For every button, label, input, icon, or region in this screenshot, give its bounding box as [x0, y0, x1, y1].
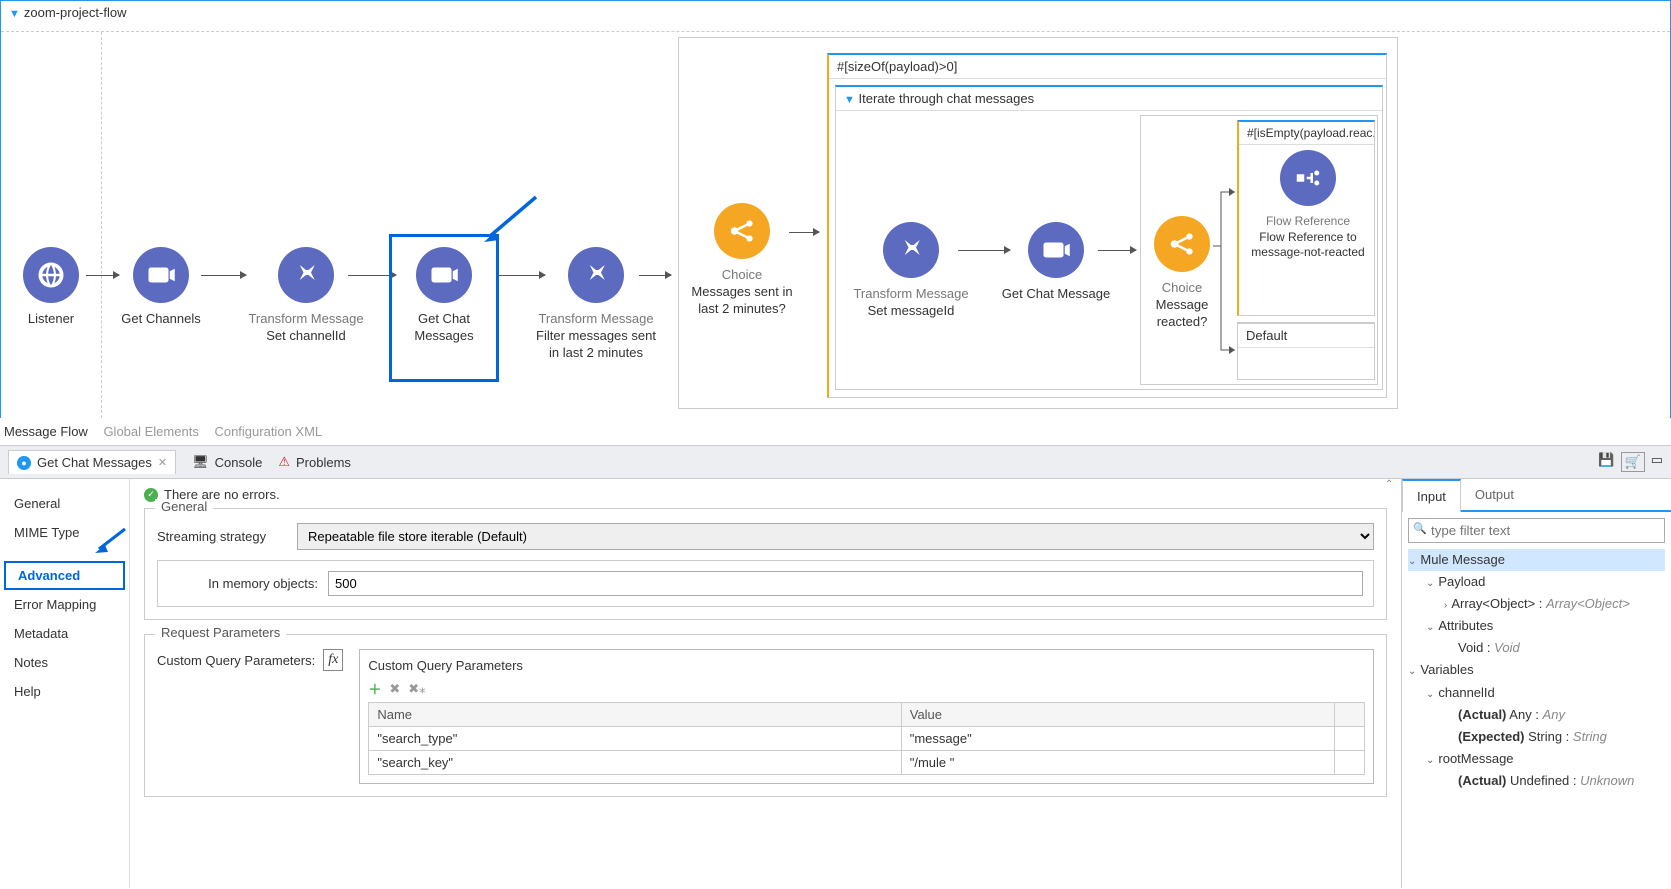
flow-canvas[interactable]: ▼zoom-project-flow Listener Get Channels…: [0, 0, 1671, 418]
add-icon[interactable]: ＋: [368, 679, 381, 698]
tab-global-elements[interactable]: Global Elements: [103, 424, 198, 439]
arrow: [789, 232, 819, 233]
save-icon[interactable]: 💾: [1598, 452, 1614, 472]
node-transform-1[interactable]: Transform Message Set channelId: [241, 247, 371, 345]
table-row[interactable]: "search_type""message": [369, 727, 1365, 751]
delete-icon[interactable]: ✖: [389, 681, 400, 697]
sidebar-metadata[interactable]: Metadata: [0, 619, 129, 648]
panel-tab-bar: ● Get Chat Messages ✕ 🖥 Console ⚠ Proble…: [0, 445, 1671, 479]
close-icon[interactable]: ✕: [158, 456, 167, 469]
annotation-arrow: [481, 192, 541, 242]
when-scope[interactable]: #[sizeOf(payload)>0] ▼ Iterate through c…: [827, 53, 1387, 398]
cart-icon[interactable]: 🛒: [1621, 452, 1645, 472]
flowref-icon: [1293, 163, 1323, 193]
param-table-title: Custom Query Parameters: [368, 658, 1365, 673]
guide-line: [101, 32, 102, 418]
sidebar-notes[interactable]: Notes: [0, 648, 129, 677]
scrollbar[interactable]: [1381, 479, 1399, 888]
when-condition: #[sizeOf(payload)>0]: [829, 55, 1386, 79]
annotation-arrow-2: [95, 527, 127, 553]
property-sidebar: General MIME Type Advanced Error Mapping…: [0, 479, 130, 888]
tab-input[interactable]: Input: [1402, 479, 1461, 512]
fieldset-request-params: Request Parameters Custom Query Paramete…: [144, 634, 1387, 797]
label-streaming: Streaming strategy: [157, 529, 287, 544]
transform-icon: [581, 260, 611, 290]
input-memory[interactable]: [328, 571, 1363, 596]
node-transform-3[interactable]: Transform Message Set messageId: [846, 222, 976, 320]
branch-arrow: [1213, 246, 1237, 356]
when2-scope[interactable]: #[isEmpty(payload.reac... Flow Reference…: [1237, 120, 1375, 316]
default-scope[interactable]: Default: [1237, 322, 1375, 380]
camera-icon: [429, 260, 459, 290]
tab-console[interactable]: 🖥 Console: [184, 450, 270, 474]
node-choice-1[interactable]: Choice Messages sent in last 2 minutes?: [687, 203, 797, 318]
node-get-chat-message[interactable]: Get Chat Message: [1001, 222, 1111, 303]
transform-icon: [896, 235, 926, 265]
node-get-channels[interactable]: Get Channels: [106, 247, 216, 328]
arrow: [201, 275, 246, 276]
status-line: ✓ There are no errors.: [144, 487, 1387, 502]
fieldset-general: General Streaming strategy Repeatable fi…: [144, 508, 1387, 620]
foreach-scope[interactable]: ▼ Iterate through chat messages Transfor…: [835, 85, 1383, 390]
sidebar-help[interactable]: Help: [0, 677, 129, 706]
console-icon: 🖥: [192, 454, 209, 470]
tab-config-xml[interactable]: Configuration XML: [214, 424, 322, 439]
problems-icon: ⚠: [278, 454, 290, 470]
tab-message-flow[interactable]: Message Flow: [4, 424, 88, 439]
tab-problems[interactable]: ⚠ Problems: [270, 450, 359, 474]
col-name: Name: [369, 703, 901, 727]
inner-choice-scope[interactable]: Choice Message reacted? #[isEmpty(payloa…: [1140, 115, 1378, 385]
filter-input[interactable]: [1408, 518, 1665, 543]
arrow: [639, 275, 671, 276]
tab-output[interactable]: Output: [1461, 479, 1528, 510]
arrow: [1098, 250, 1136, 251]
table-row[interactable]: "search_key""/mule ": [369, 751, 1365, 775]
label-cqp: Custom Query Parameters:: [157, 653, 315, 668]
choice-icon: [1167, 229, 1197, 259]
camera-icon: [146, 260, 176, 290]
sidebar-advanced[interactable]: Advanced: [4, 561, 125, 590]
col-value: Value: [901, 703, 1334, 727]
inspector-panel: Input Output ⌄Mule Message ⌄Payload ›Arr…: [1401, 479, 1671, 888]
camera-icon: [1041, 235, 1071, 265]
fx-button[interactable]: fx: [323, 649, 343, 671]
form-area: ✓ There are no errors. General Streaming…: [130, 479, 1401, 888]
param-table[interactable]: Name Value "search_type""message" "searc…: [368, 702, 1365, 775]
when2-condition: #[isEmpty(payload.reac...: [1239, 122, 1374, 145]
select-streaming[interactable]: Repeatable file store iterable (Default): [297, 523, 1374, 550]
choice-scope[interactable]: Choice Messages sent in last 2 minutes? …: [678, 37, 1398, 409]
sidebar-error-mapping[interactable]: Error Mapping: [0, 590, 129, 619]
metadata-tree[interactable]: ⌄Mule Message ⌄Payload ›Array<Object> : …: [1408, 549, 1665, 792]
choice-icon: [727, 216, 757, 246]
minimize-icon[interactable]: ▭: [1651, 452, 1663, 472]
globe-icon: [36, 260, 66, 290]
node-get-chat-messages[interactable]: Get Chat Messages: [389, 247, 499, 345]
node-transform-2[interactable]: Transform Message Filter messages sent i…: [531, 247, 661, 362]
sidebar-general[interactable]: General: [0, 489, 129, 518]
default-label: Default: [1238, 324, 1374, 348]
transform-icon: [291, 260, 321, 290]
panel-tab-active[interactable]: ● Get Chat Messages ✕: [8, 450, 176, 474]
node-flow-reference[interactable]: Flow Reference Flow Reference to message…: [1251, 150, 1365, 261]
flow-title: ▼zoom-project-flow: [1, 1, 1670, 24]
zoom-icon: ●: [17, 456, 31, 470]
label-memory: In memory objects:: [168, 576, 318, 591]
editor-tabs: Message Flow Global Elements Configurati…: [0, 418, 1671, 445]
foreach-label: Iterate through chat messages: [859, 91, 1035, 106]
node-listener[interactable]: Listener: [0, 247, 106, 328]
delete-all-icon[interactable]: ✖⁎: [408, 681, 425, 697]
